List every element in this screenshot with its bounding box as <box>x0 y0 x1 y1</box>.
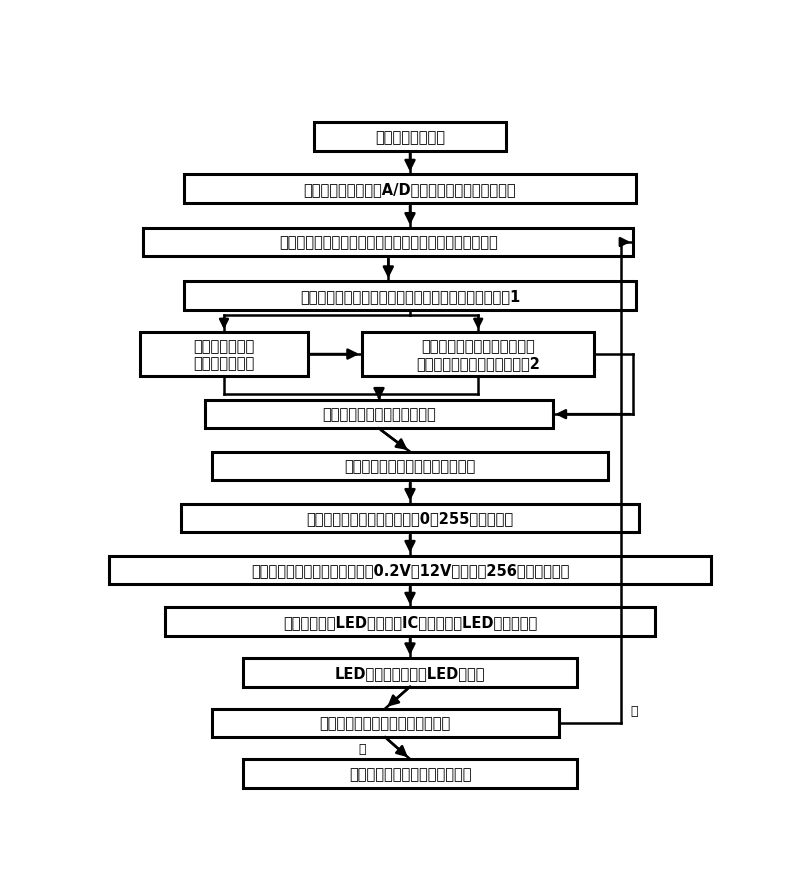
FancyBboxPatch shape <box>211 452 609 481</box>
FancyBboxPatch shape <box>242 658 578 687</box>
FancyBboxPatch shape <box>140 333 308 377</box>
FancyBboxPatch shape <box>181 504 639 532</box>
FancyBboxPatch shape <box>110 556 710 585</box>
Text: 完成所有模拟视频信号的播放否？: 完成所有模拟视频信号的播放否？ <box>319 716 451 731</box>
FancyBboxPatch shape <box>206 400 553 429</box>
FancyBboxPatch shape <box>211 709 558 737</box>
Text: 直到收到这一场
信号结束的标志: 直到收到这一场 信号结束的标志 <box>194 338 254 371</box>
Text: 是: 是 <box>358 742 366 755</box>
FancyBboxPatch shape <box>143 229 634 257</box>
Text: 对每一帧数据进行判断，直到找到每一场信号开始的标志: 对每一帧数据进行判断，直到找到每一场信号开始的标志 <box>279 236 498 250</box>
FancyBboxPatch shape <box>242 759 578 788</box>
Text: 将该平均亮度値转换为对应于0至255阶的对应値: 将该平均亮度値转换为对应于0至255阶的对应値 <box>306 511 514 526</box>
Text: LED的驱动电流控制LED的亮度: LED的驱动电流控制LED的亮度 <box>334 665 486 680</box>
FancyBboxPatch shape <box>165 608 655 636</box>
Text: 模拟视频信号输入: 模拟视频信号输入 <box>375 129 445 144</box>
Text: 结束，达到动态调节亮度的目的: 结束，达到动态调节亮度的目的 <box>349 766 471 781</box>
Text: 通过数字电位器得到一个对应于0.2V到12V的总共为256阶的模拟电压: 通过数字电位器得到一个对应于0.2V到12V的总共为256阶的模拟电压 <box>251 563 569 578</box>
FancyBboxPatch shape <box>314 122 506 152</box>
FancyBboxPatch shape <box>184 175 636 204</box>
Text: 从这一帧数据开始将数据存储至动态存储器的帧缓冲区1: 从这一帧数据开始将数据存储至动态存储器的帧缓冲区1 <box>300 289 520 304</box>
Text: 否: 否 <box>630 704 638 718</box>
Text: 计算出上述亮度信号的平均亮度値: 计算出上述亮度信号的平均亮度値 <box>344 459 476 474</box>
Text: 用此电压控制LED恒流驱动IC并动态调节LED的驱动电流: 用此电压控制LED恒流驱动IC并动态调节LED的驱动电流 <box>283 615 537 630</box>
FancyBboxPatch shape <box>362 333 594 377</box>
Text: 取出这一场信号中的亮度信号: 取出这一场信号中的亮度信号 <box>322 408 436 422</box>
Text: 按同样方法将下一场信号数据
存储至动态存储器的帧缓冲区2: 按同样方法将下一场信号数据 存储至动态存储器的帧缓冲区2 <box>416 338 540 371</box>
FancyBboxPatch shape <box>184 282 636 310</box>
Text: 将模拟视频信号通过A/D转换并解码为标准数字信号: 将模拟视频信号通过A/D转换并解码为标准数字信号 <box>304 182 516 197</box>
